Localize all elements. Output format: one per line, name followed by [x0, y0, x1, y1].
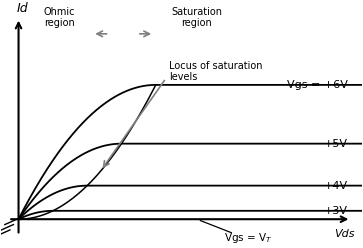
Text: +4V: +4V: [324, 181, 348, 191]
Text: Locus of saturation
levels: Locus of saturation levels: [170, 61, 263, 82]
Text: Vgs = +6V: Vgs = +6V: [287, 80, 348, 90]
Text: Ohmic
region: Ohmic region: [44, 7, 76, 29]
Text: Saturation
region: Saturation region: [171, 7, 223, 29]
Text: Id: Id: [17, 2, 28, 15]
Text: Vgs = V$_T$: Vgs = V$_T$: [224, 231, 273, 245]
Text: +5V: +5V: [324, 139, 348, 149]
Text: Vds: Vds: [334, 229, 355, 239]
Text: +3V: +3V: [324, 206, 348, 216]
